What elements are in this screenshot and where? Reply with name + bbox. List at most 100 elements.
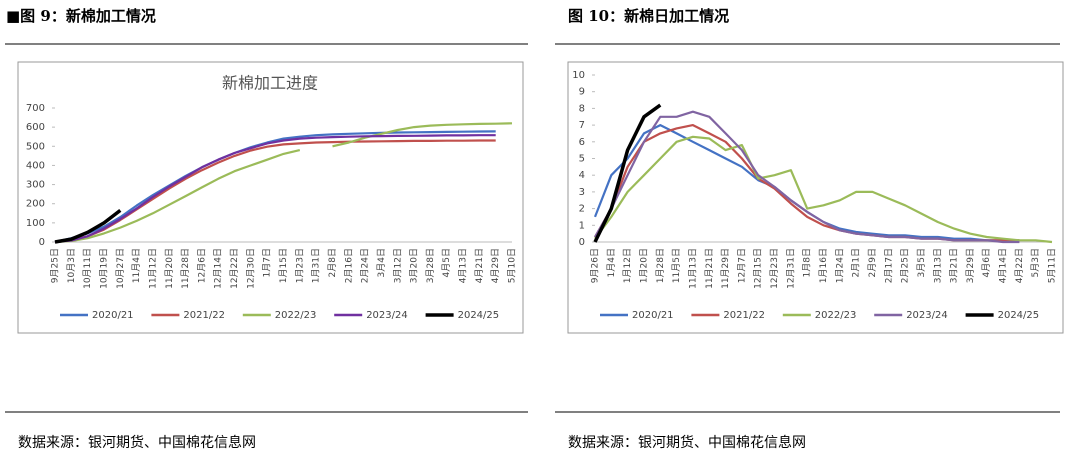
x-tick-label: 1月23日 [294,248,305,283]
series-line [593,103,662,243]
x-tick-label: 11月5日 [671,248,682,283]
x-tick-label: 12月31日 [785,248,796,289]
x-tick-label: 10月3日 [66,248,77,283]
x-tick-label: 1月12日 [622,248,633,283]
y-tick-label: 2 [579,204,585,215]
x-tick-label: 12月15日 [753,248,764,289]
x-tick-label: 12月14日 [213,248,224,289]
y-tick-label: 7 [579,120,585,131]
x-tick-label: 11月4日 [131,248,142,283]
source: 数据来源：银河期货、中国棉花信息网 [18,434,256,451]
x-tick-label: 5月10日 [507,248,518,283]
x-tick-label: 3月12日 [392,248,403,283]
x-tick-label: 4月21日 [474,248,485,283]
legend-label: 2020/21 [632,310,674,321]
chart-frame [567,61,1064,334]
x-tick-label: 3月29日 [965,248,976,283]
x-tick-label: 1月15日 [278,248,289,283]
x-tick-label: 4月14日 [998,248,1009,283]
x-tick-label: 2月16日 [343,248,354,283]
legend-label: 2020/21 [92,310,134,321]
legend-label: 2021/22 [723,310,765,321]
legend-label: 2021/22 [183,310,225,321]
x-tick-label: 2月24日 [360,248,371,283]
y-tick-label: 5 [579,154,585,165]
header: 图 10：新棉日加工情况 [568,7,729,25]
x-tick-label: 4月29日 [490,248,501,283]
series-line [54,122,513,244]
x-tick-label: 2月1日 [851,248,862,277]
legend-label: 2022/23 [275,310,317,321]
series-line [54,134,496,244]
x-tick-label: 3月20日 [409,248,420,283]
x-tick-label: 3月5日 [916,248,927,277]
x-tick-label: 5月11日 [1047,248,1058,283]
y-tick-label: 0 [579,237,585,248]
x-tick-label: 3月21日 [949,248,960,283]
x-tick-label: 2月25日 [900,248,911,283]
x-tick-label: 9月26日 [590,248,601,283]
legend-label: 2022/23 [815,310,857,321]
y-tick-label: 6 [579,137,585,148]
legend-label: 2024/25 [998,310,1040,321]
y-tick-label: 600 [26,122,45,133]
x-tick-label: 1月28日 [655,248,666,283]
x-tick-label: 10月11日 [82,248,93,289]
x-tick-label: 11月29日 [720,248,731,289]
header: ■图 9：新棉加工情况 [6,7,156,25]
x-tick-label: 12月6日 [196,248,207,283]
y-tick-label: 700 [26,103,45,114]
x-tick-label: 3月28日 [425,248,436,283]
chart-frame [17,61,524,334]
y-tick-label: 500 [26,141,45,152]
legend-label: 2023/24 [906,310,948,321]
source: 数据来源：银河期货、中国棉花信息网 [568,434,806,451]
x-tick-label: 12月7日 [736,248,747,283]
x-tick-label: 1月16日 [818,248,829,283]
x-tick-label: 10月19日 [98,248,109,289]
x-tick-label: 12月22日 [229,248,240,289]
x-tick-label: 11月12日 [147,248,158,289]
y-tick-label: 10 [572,70,585,81]
x-tick-label: 1月4日 [606,248,617,277]
x-tick-label: 11月20日 [164,248,175,289]
y-tick-label: 4 [579,170,585,181]
y-tick-label: 3 [579,187,585,198]
y-tick-label: 300 [26,180,45,191]
x-tick-label: 12月23日 [769,248,780,289]
y-tick-label: 100 [26,218,45,229]
x-tick-label: 2月9日 [867,248,878,277]
x-tick-label: 3月4日 [376,248,387,277]
x-tick-label: 4月22日 [1014,248,1025,283]
y-tick-label: 9 [579,87,585,98]
x-tick-label: 4月5日 [441,248,452,277]
y-tick-label: 200 [26,199,45,210]
x-tick-label: 9月25日 [50,248,61,283]
series-line [594,135,1053,244]
x-tick-label: 1月24日 [834,248,845,283]
x-tick-label: 2月8日 [327,248,338,277]
x-tick-label: 5月3日 [1030,248,1041,277]
y-tick-label: 8 [579,103,585,114]
series-line [594,110,1020,244]
x-tick-label: 1月7日 [262,248,273,277]
x-tick-label: 11月28日 [180,248,191,289]
x-tick-label: 4月6日 [981,248,992,277]
y-tick-label: 0 [39,237,45,248]
x-tick-label: 1月8日 [802,248,813,277]
legend-label: 2024/25 [458,310,500,321]
chart-title: 新棉加工进度 [222,74,318,93]
x-tick-label: 11月13日 [687,248,698,289]
x-tick-label: 10月27日 [115,248,126,289]
x-tick-label: 12月30日 [245,248,256,289]
x-tick-label: 4月13日 [458,248,469,283]
series-line [54,130,496,244]
y-tick-label: 400 [26,160,45,171]
legend-label: 2023/24 [366,310,408,321]
x-tick-label: 2月17日 [883,248,894,283]
x-tick-label: 11月21日 [704,248,715,289]
x-tick-label: 1月20日 [638,248,649,283]
x-tick-label: 3月13日 [932,248,943,283]
